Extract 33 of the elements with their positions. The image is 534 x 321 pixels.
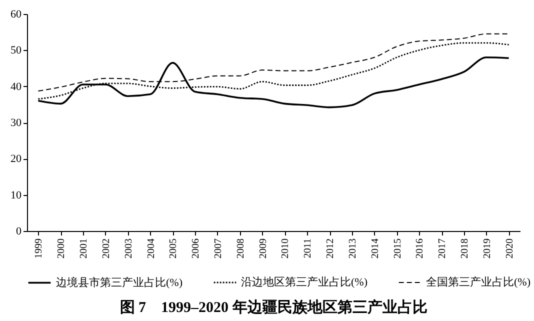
- x-tick-label: 2007: [212, 238, 224, 258]
- x-tick-label: 2004: [146, 238, 157, 258]
- y-tick-label: 40: [10, 80, 22, 93]
- x-tick-label: 1999: [34, 238, 45, 258]
- x-tick-label: 2018: [459, 238, 470, 258]
- x-tick-label: 2011: [302, 238, 314, 258]
- y-tick-label: 20: [10, 153, 22, 166]
- x-tick-label: 2017: [437, 238, 448, 258]
- legend-label: 沿边地区第三产业占比(%): [241, 276, 368, 288]
- x-tick-label: 2003: [123, 238, 134, 258]
- x-tick-label: 2013: [347, 238, 358, 258]
- y-tick-label: 50: [10, 44, 22, 57]
- x-tick-label: 2009: [258, 238, 269, 258]
- legend-label: 边境县市第三产业占比(%): [56, 276, 183, 289]
- y-tick-label: 0: [16, 226, 22, 238]
- x-tick-label: 2000: [56, 238, 68, 258]
- x-tick-label: 2014: [370, 238, 381, 258]
- y-tick-label: 30: [10, 117, 22, 129]
- text: 图 7 1999–2020 年边疆民族地区第三产业占比: [120, 299, 428, 316]
- x-tick-label: 2001: [78, 238, 90, 258]
- y-tick-label: 60: [10, 8, 22, 20]
- x-tick-label: 2020: [504, 238, 516, 258]
- x-tick-label: 2005: [168, 238, 180, 258]
- x-tick-label: 2006: [190, 238, 202, 258]
- y-tick-label: 10: [10, 189, 22, 202]
- x-tick-label: 2015: [392, 238, 404, 258]
- legend-label: 全国第三产业占比(%): [426, 276, 531, 288]
- x-tick-label: 2019: [482, 238, 493, 258]
- x-tick-label: 2002: [100, 238, 112, 258]
- x-tick-label: 2010: [280, 238, 292, 258]
- x-tick-label: 2012: [325, 238, 336, 258]
- x-tick-label: 2008: [235, 238, 246, 258]
- x-tick-label: 2016: [414, 238, 426, 258]
